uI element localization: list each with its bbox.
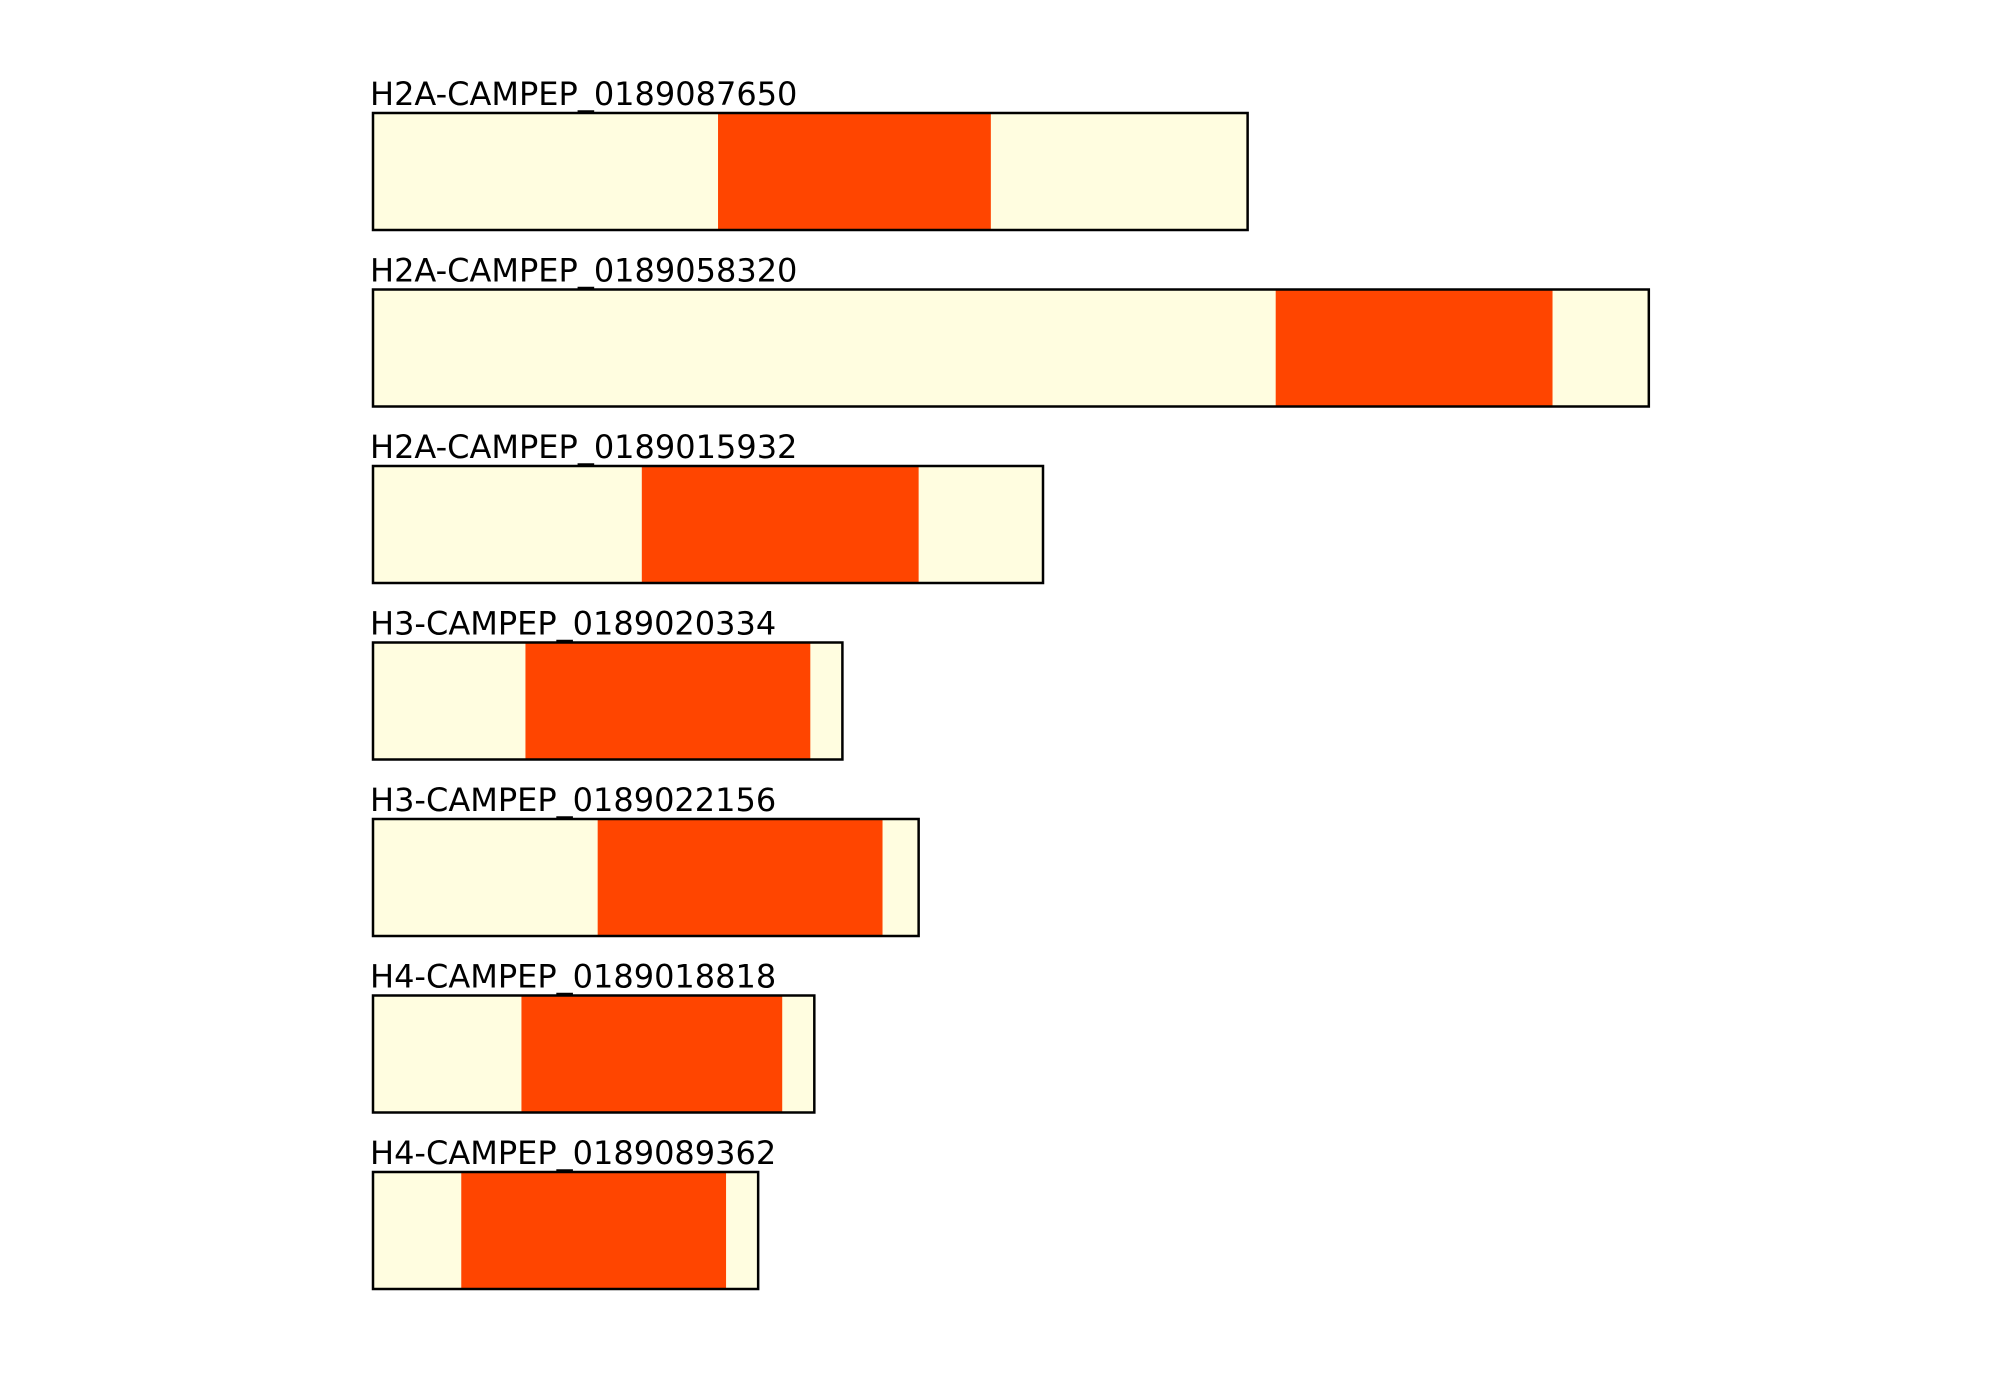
domain-region [1275,289,1553,407]
sequence-label: H3-CAMPEP_0189022156 [370,781,776,819]
domain-region [461,1172,727,1289]
sequence-track: H4-CAMPEP_0189089362 [370,1134,776,1291]
sequence-label: H3-CAMPEP_0189020334 [370,605,776,643]
sequence-outline [371,111,1249,232]
sequence-track: H3-CAMPEP_0189020334 [370,605,844,761]
domain-region [641,466,919,583]
sequence-label: H2A-CAMPEP_0189058320 [370,252,797,290]
sequence-track: H2A-CAMPEP_0189058320 [370,252,1651,408]
domain-region [718,113,991,230]
sequence-track: H4-CAMPEP_0189018818 [370,958,816,1114]
sequence-outline [371,288,1651,408]
sequence-outline [371,464,1045,585]
sequence-track: H3-CAMPEP_0189022156 [370,781,920,938]
sequence-label: H2A-CAMPEP_0189087650 [370,75,797,113]
sequence-label: H2A-CAMPEP_0189015932 [370,428,797,466]
sequence-outline [371,994,816,1114]
sequence-track: H2A-CAMPEP_0189015932 [370,428,1045,585]
sequence-track: H2A-CAMPEP_0189087650 [370,75,1249,232]
sequence-outline [371,1170,760,1291]
domain-region [525,642,811,760]
sequence-label: H4-CAMPEP_0189018818 [370,958,776,996]
domain-region [521,995,783,1113]
domain-region [597,819,883,936]
sequence-outline [371,817,920,938]
sequence-tracks: H2A-CAMPEP_0189087650 H2A-CAMPEP_01890583… [370,75,1651,1291]
sequence-outline [371,641,844,761]
sequence-label: H4-CAMPEP_0189089362 [370,1134,776,1172]
